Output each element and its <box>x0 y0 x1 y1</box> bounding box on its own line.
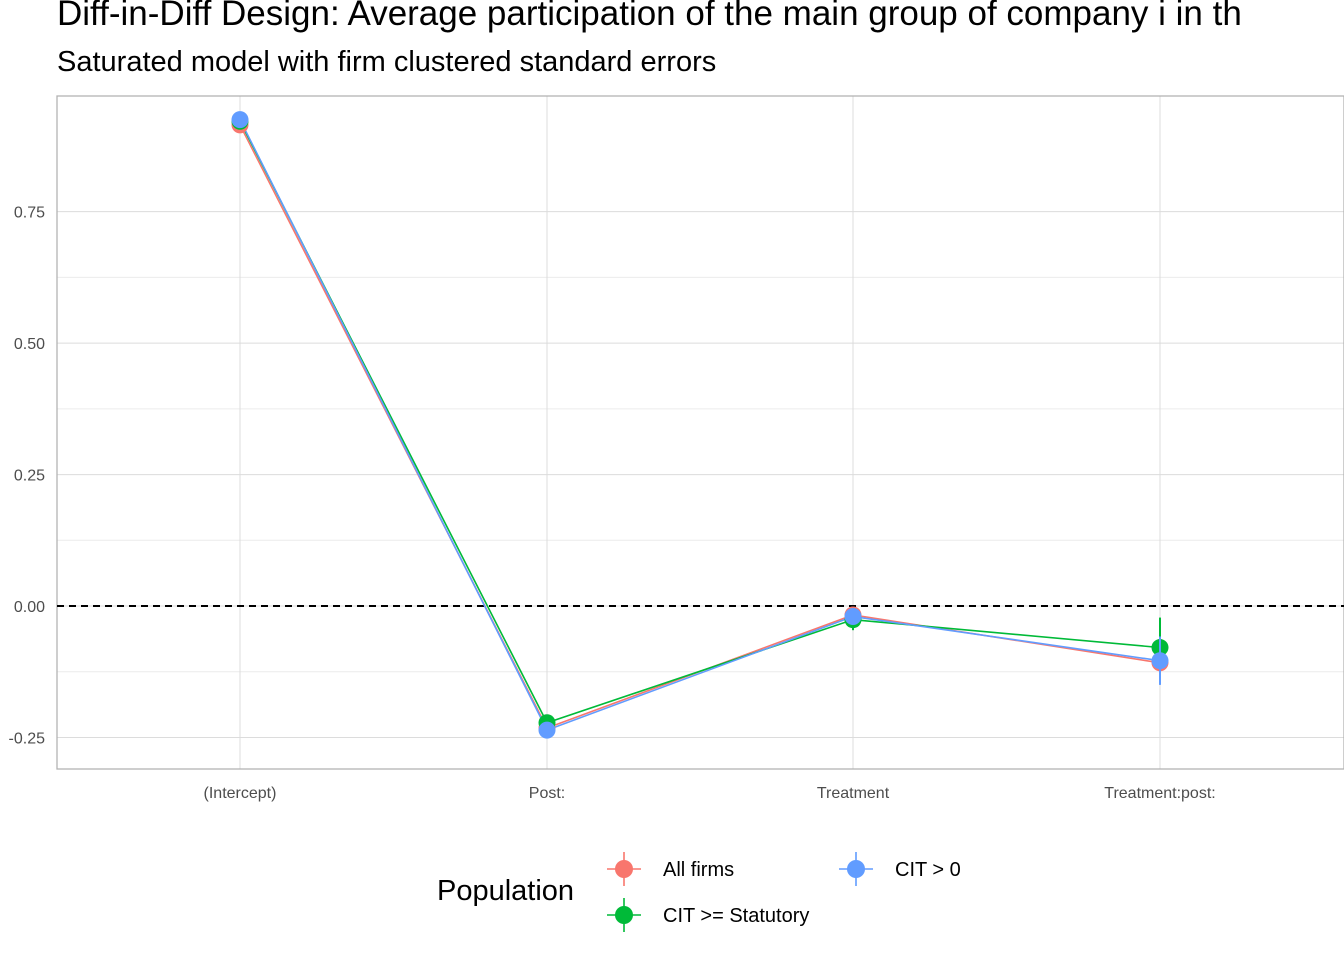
y-tick-label: 0.75 <box>14 205 45 222</box>
y-tick-label: 0.00 <box>14 599 45 616</box>
legend-key-point <box>847 860 865 878</box>
data-point <box>231 111 249 129</box>
data-point <box>844 608 862 626</box>
y-tick-label: 0.25 <box>14 468 45 485</box>
x-tick-label: (Intercept) <box>204 785 277 802</box>
y-tick-label: -0.25 <box>9 730 46 747</box>
x-tick-label: Treatment:post: <box>1104 785 1215 802</box>
chart-subtitle: Saturated model with firm clustered stan… <box>57 46 717 78</box>
legend-key-point <box>615 860 633 878</box>
x-tick-label: Post: <box>529 785 565 802</box>
chart-title: Diff-in-Diff Design: Average participati… <box>57 0 1242 33</box>
series-line <box>239 119 1161 732</box>
plot-border <box>56 95 1344 770</box>
data-point <box>1151 652 1169 670</box>
x-tick-label: Treatment <box>817 785 890 802</box>
legend-label: All firms <box>663 859 734 881</box>
y-tick-label: 0.50 <box>14 336 45 353</box>
legend-label: CIT >= Statutory <box>663 905 809 927</box>
series-line <box>239 120 1161 724</box>
legend-label: CIT > 0 <box>895 859 961 881</box>
series-line <box>239 124 1161 729</box>
legend-title: Population <box>437 875 575 907</box>
data-point <box>538 721 556 739</box>
legend-key-point <box>615 906 633 924</box>
